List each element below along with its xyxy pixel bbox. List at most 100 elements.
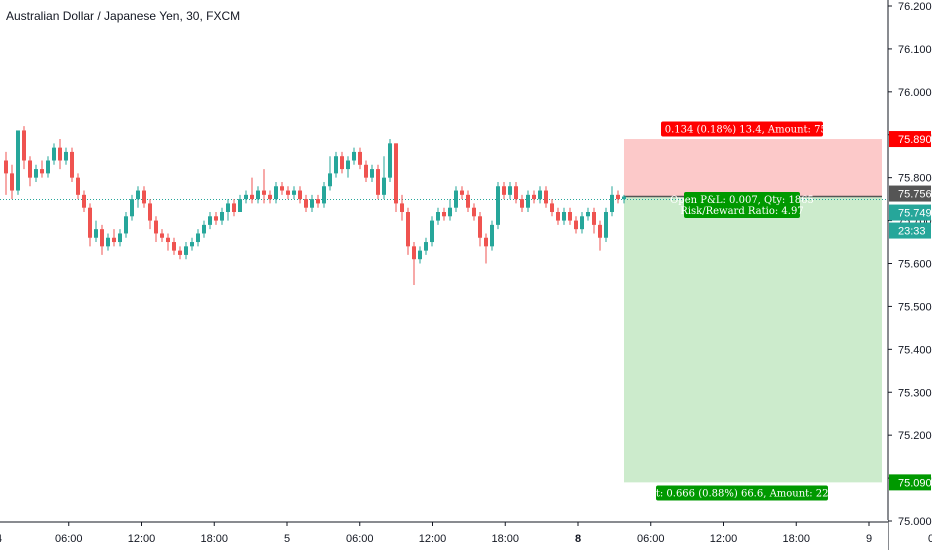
y-tick: 75.300 bbox=[888, 387, 932, 399]
x-tick: 06:00 bbox=[346, 522, 374, 545]
x-tick: 8 bbox=[575, 522, 581, 545]
candle bbox=[544, 186, 548, 208]
candle bbox=[262, 169, 266, 204]
candle bbox=[322, 181, 326, 208]
bid-price-badge: 75.749 bbox=[889, 204, 932, 221]
stop-price-badge: 75.890 bbox=[889, 131, 932, 148]
x-tick: 06:00 bbox=[55, 522, 83, 545]
candle bbox=[424, 237, 428, 255]
candle bbox=[328, 156, 332, 191]
candle bbox=[334, 151, 338, 178]
candle bbox=[358, 147, 362, 170]
candle bbox=[430, 216, 434, 247]
candle bbox=[604, 207, 608, 243]
candle bbox=[208, 212, 212, 230]
candle bbox=[346, 156, 350, 178]
candle bbox=[298, 186, 302, 204]
candle bbox=[124, 212, 128, 238]
candle bbox=[574, 216, 578, 234]
svg-text:18:00: 18:00 bbox=[200, 533, 228, 545]
svg-text:06:00: 06:00 bbox=[637, 533, 665, 545]
candle bbox=[586, 207, 590, 221]
candle bbox=[370, 164, 374, 182]
candle bbox=[394, 143, 398, 212]
svg-text:Risk/Reward Ratio: 4.97: Risk/Reward Ratio: 4.97 bbox=[680, 206, 803, 217]
candle bbox=[184, 242, 188, 260]
candle bbox=[466, 190, 470, 212]
x-tick: 5 bbox=[284, 522, 290, 545]
candle bbox=[142, 186, 146, 208]
candle bbox=[106, 233, 110, 251]
candle bbox=[70, 147, 74, 182]
svg-text:18:00: 18:00 bbox=[491, 533, 519, 545]
candle bbox=[532, 190, 536, 204]
candle bbox=[88, 203, 92, 247]
stop-label[interactable]: Stop: 0.134 (0.18%) 13.4, Amount: 750.09 bbox=[635, 121, 849, 137]
svg-text:06:00: 06:00 bbox=[346, 533, 374, 545]
svg-text:Stop: 0.134 (0.18%) 13.4, Amou: Stop: 0.134 (0.18%) 13.4, Amount: 750.09 bbox=[635, 125, 849, 136]
target-label[interactable]: Target: 0.666 (0.88%) 66.6, Amount: 2242… bbox=[627, 485, 857, 501]
y-tick: 75.600 bbox=[888, 259, 932, 271]
candle bbox=[274, 181, 278, 204]
y-tick: 75.500 bbox=[888, 301, 932, 313]
countdown-badge: 23:33 bbox=[889, 222, 931, 239]
candle bbox=[244, 190, 248, 204]
candle bbox=[148, 199, 152, 230]
candle bbox=[82, 190, 86, 212]
svg-text:75.756: 75.756 bbox=[898, 189, 932, 201]
candle bbox=[598, 220, 602, 251]
candle bbox=[622, 194, 626, 204]
candle bbox=[58, 139, 62, 170]
candle bbox=[154, 216, 158, 243]
candle bbox=[100, 224, 104, 255]
candle bbox=[232, 199, 236, 217]
candle bbox=[364, 160, 368, 182]
svg-text:Target: 0.666 (0.88%) 66.6, Am: Target: 0.666 (0.88%) 66.6, Amount: 2242… bbox=[627, 489, 857, 500]
candle bbox=[190, 237, 194, 251]
candle bbox=[442, 207, 446, 221]
candle bbox=[304, 194, 308, 212]
time-axis[interactable]: 4 06:00 12:00 18:00 5 06:00 12:00 18:00 8 06:00 12… bbox=[0, 520, 932, 550]
candle bbox=[412, 242, 416, 285]
y-tick: 75.800 bbox=[888, 173, 932, 185]
x-tick: 12:00 bbox=[419, 522, 446, 545]
y-tick: 75.200 bbox=[888, 430, 932, 442]
candle bbox=[286, 186, 290, 200]
x-tick: 12:00 bbox=[128, 522, 155, 545]
candle bbox=[220, 207, 224, 225]
candle bbox=[388, 139, 392, 182]
candles bbox=[4, 126, 626, 285]
x-tick: 18:00 bbox=[782, 522, 810, 545]
chart-title: Australian Dollar / Japanese Yen, 30, FX… bbox=[6, 9, 241, 23]
candle bbox=[28, 156, 32, 187]
candle bbox=[316, 194, 320, 208]
candle bbox=[280, 181, 284, 195]
svg-text:06:00: 06:00 bbox=[928, 533, 932, 545]
svg-text:23:33: 23:33 bbox=[898, 226, 926, 238]
candle bbox=[502, 181, 506, 200]
candle bbox=[352, 147, 356, 165]
candle bbox=[562, 207, 566, 225]
candle bbox=[478, 212, 482, 247]
candle bbox=[52, 143, 56, 165]
candle bbox=[448, 199, 452, 221]
candle bbox=[4, 151, 8, 195]
candle bbox=[292, 186, 296, 200]
candle bbox=[550, 199, 554, 217]
price-axis[interactable]: 76.20076.10076.00075.90075.80075.70075.6… bbox=[887, 0, 932, 550]
svg-text:4: 4 bbox=[0, 533, 2, 545]
svg-text:75.090: 75.090 bbox=[898, 477, 932, 489]
candle bbox=[484, 233, 488, 264]
target-zone[interactable] bbox=[624, 196, 882, 483]
x-tick: 9 bbox=[866, 522, 872, 545]
stop-zone[interactable] bbox=[624, 139, 882, 197]
svg-text:76.200: 76.200 bbox=[898, 1, 932, 13]
candle bbox=[490, 220, 494, 251]
svg-text:75.200: 75.200 bbox=[898, 430, 932, 442]
svg-text:06:00: 06:00 bbox=[55, 533, 83, 545]
candle bbox=[166, 233, 170, 251]
candle bbox=[514, 181, 518, 204]
candle bbox=[406, 207, 410, 255]
